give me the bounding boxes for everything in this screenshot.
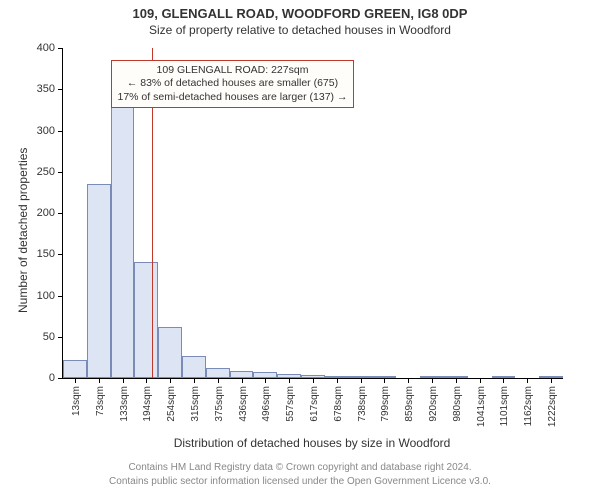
histogram-bar: [134, 262, 158, 378]
x-tick-mark: [289, 378, 290, 383]
y-tick-mark: [58, 48, 63, 49]
y-tick-mark: [58, 89, 63, 90]
annotation-line: 17% of semi-detached houses are larger (…: [118, 91, 348, 105]
y-tick-mark: [58, 213, 63, 214]
y-tick-mark: [58, 378, 63, 379]
footer-line-2: Contains public sector information licen…: [0, 476, 600, 487]
x-tick-mark: [408, 378, 409, 383]
y-tick-mark: [58, 254, 63, 255]
x-tick-mark: [75, 378, 76, 383]
x-tick-mark: [218, 378, 219, 383]
y-axis-label: Number of detached properties: [16, 148, 30, 313]
chart-container: { "title": "109, GLENGALL ROAD, WOODFORD…: [0, 0, 600, 500]
x-tick-mark: [313, 378, 314, 383]
y-tick-mark: [58, 296, 63, 297]
histogram-bar: [63, 360, 87, 378]
x-tick-mark: [480, 378, 481, 383]
annotation-box: 109 GLENGALL ROAD: 227sqm← 83% of detach…: [111, 60, 355, 109]
x-tick-mark: [384, 378, 385, 383]
x-tick-mark: [265, 378, 266, 383]
x-tick-mark: [503, 378, 504, 383]
annotation-line: ← 83% of detached houses are smaller (67…: [118, 77, 348, 91]
y-tick-mark: [58, 172, 63, 173]
annotation-line: 109 GLENGALL ROAD: 227sqm: [118, 64, 348, 78]
histogram-bar: [182, 356, 206, 378]
chart-subtitle: Size of property relative to detached ho…: [0, 23, 600, 37]
x-tick-mark: [170, 378, 171, 383]
x-tick-mark: [194, 378, 195, 383]
x-tick-mark: [361, 378, 362, 383]
x-axis-label: Distribution of detached houses by size …: [62, 436, 562, 450]
y-tick-mark: [58, 131, 63, 132]
x-tick-mark: [337, 378, 338, 383]
chart-title: 109, GLENGALL ROAD, WOODFORD GREEN, IG8 …: [0, 0, 600, 21]
footer-line-1: Contains HM Land Registry data © Crown c…: [0, 462, 600, 473]
x-tick-mark: [527, 378, 528, 383]
x-tick-mark: [456, 378, 457, 383]
x-tick-mark: [242, 378, 243, 383]
histogram-bar: [87, 184, 111, 378]
x-tick-mark: [146, 378, 147, 383]
histogram-bar: [230, 371, 254, 378]
y-tick-mark: [58, 337, 63, 338]
histogram-bar: [111, 106, 135, 378]
histogram-bar: [158, 327, 182, 378]
x-tick-mark: [432, 378, 433, 383]
plot-area: 05010015020025030035040013sqm73sqm133sqm…: [62, 48, 563, 379]
histogram-bar: [206, 368, 230, 378]
x-tick-mark: [123, 378, 124, 383]
x-tick-mark: [551, 378, 552, 383]
x-tick-mark: [99, 378, 100, 383]
